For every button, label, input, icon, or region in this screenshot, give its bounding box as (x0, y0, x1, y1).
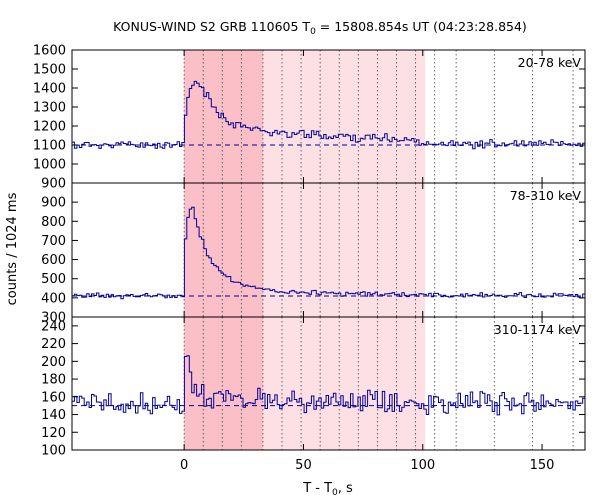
y-tick-label: 400 (41, 291, 66, 306)
y-tick-label: 1400 (33, 82, 66, 97)
y-tick-label: 1500 (33, 63, 66, 78)
y-tick-label: 900 (41, 177, 66, 192)
chart-title: KONUS-WIND S2 GRB 110605 T0 = 15808.854s… (113, 19, 527, 37)
y-tick-label: 180 (41, 373, 66, 388)
y-tick-label: 700 (41, 234, 66, 249)
x-axis-label: T - T0, s (302, 481, 353, 498)
x-tick-label: 50 (295, 458, 312, 473)
light-curve-series (72, 206, 585, 300)
y-tick-label: 220 (41, 337, 66, 352)
y-tick-label: 300 (41, 311, 66, 326)
y-axis-label: counts / 1024 ms (5, 192, 20, 305)
shaded-interval-peak (184, 183, 263, 317)
x-tick-label: 0 (180, 458, 188, 473)
y-tick-label: 1600 (33, 44, 66, 59)
x-tick-label: 100 (410, 458, 435, 473)
light-curve-series (72, 80, 585, 150)
panel-2: 300 400 500 600 700 800 900 78-310 keV (41, 182, 586, 326)
y-tick-label: 200 (41, 355, 66, 370)
energy-band-label: 78-310 keV (510, 188, 582, 203)
y-tick-label: 600 (41, 253, 66, 268)
x-tick-label: 150 (530, 458, 555, 473)
y-tick-label: 1000 (33, 158, 66, 173)
shaded-interval-peak (184, 317, 263, 450)
y-tick-label: 120 (41, 426, 66, 441)
energy-band-label: 310-1174 keV (494, 322, 582, 337)
energy-band-label: 20-78 keV (518, 55, 582, 70)
y-tick-label: 1300 (33, 101, 66, 116)
y-tick-label: 500 (41, 272, 66, 287)
panel-1: 900 1000 1100 1200 1300 1400 1500 1600 20-78 keV (33, 44, 586, 192)
y-tick-label: 160 (41, 390, 66, 405)
panel-3: 100 120 140 160 180 200 220 240 310-1174 keV (41, 316, 586, 459)
y-tick-label: 900 (41, 196, 66, 211)
y-tick-label: 240 (41, 319, 66, 334)
panel-frame (71, 316, 586, 451)
y-tick-label: 800 (41, 215, 66, 230)
y-tick-label: 1200 (33, 120, 66, 135)
y-tick-label: 100 (41, 444, 66, 459)
y-tick-label: 140 (41, 408, 66, 423)
light-curve-series (72, 355, 585, 416)
y-tick-label: 1100 (33, 139, 66, 154)
